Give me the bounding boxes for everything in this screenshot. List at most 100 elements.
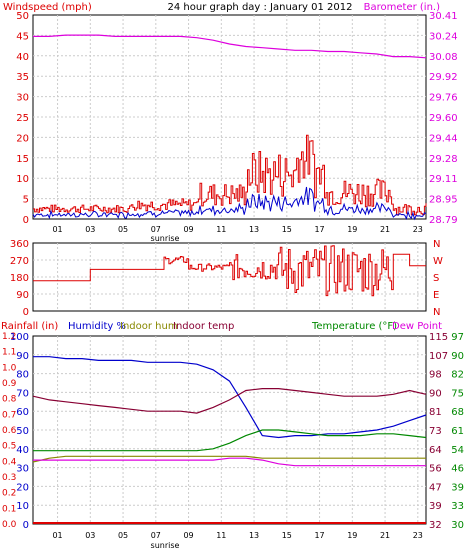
x-tick-label: 09 (183, 225, 193, 234)
wind-direction-series-line (33, 245, 426, 297)
rain-tick-label: 0.6 (2, 426, 17, 436)
barometer-tick-label: 29.28 (429, 154, 458, 165)
dewpoint-tick-label: 82 (451, 370, 464, 381)
barometer-tick-label: 28.95 (429, 195, 458, 206)
series-line (32, 455, 426, 463)
direction-tick-label: 270 (10, 256, 29, 267)
temperature-tick-label: 32 (429, 520, 442, 531)
panel1-series (32, 34, 427, 221)
series-line (33, 457, 426, 467)
humidity-tick-label: 40 (16, 445, 29, 456)
rain-tick-label: 1.1 (2, 348, 16, 358)
compass-tick-label: N (433, 307, 440, 318)
dewpoint-tick-label: 68 (451, 407, 464, 418)
rain-tick-label: 1.0 (2, 363, 17, 373)
wind-tick-label: 0 (23, 215, 29, 226)
compass-tick-label: W (433, 256, 443, 267)
wind-tick-label: 40 (16, 52, 29, 63)
temperature-tick-label: 98 (429, 370, 442, 381)
panel2-grid (33, 243, 426, 311)
rain-tick-label: 0.9 (2, 379, 17, 389)
panel1-sunrise-label: sunrise (151, 234, 180, 243)
x-tick-label: 09 (183, 531, 193, 540)
dewpoint-tick-label: 61 (451, 426, 464, 437)
barometer-tick-label: 29.11 (429, 174, 458, 185)
barometer-tick-label: 30.08 (429, 52, 458, 63)
temperature-tick-label: 107 (429, 351, 448, 362)
direction-tick-label: 90 (16, 290, 29, 301)
panel3-tick-labels: 0.0 0.1 0.2 0.3 0.4 0.5 0.6 0.7 0.8 0.9 1.0 1.1 1.2 0… (2, 332, 464, 540)
temperature-tick-label: 64 (429, 445, 442, 456)
rain-tick-label: 1.2 (2, 332, 16, 342)
compass-tick-label: N (433, 239, 440, 250)
direction-tick-label: 180 (10, 273, 29, 284)
x-tick-label: 21 (380, 225, 390, 234)
x-tick-label: 01 (52, 531, 62, 540)
rain-tick-label: 0.1 (2, 504, 16, 514)
x-tick-label: 21 (380, 531, 390, 540)
series-line (32, 388, 427, 414)
dewpoint-tick-label: 46 (451, 464, 464, 475)
humidity-tick-label: 80 (16, 370, 29, 381)
temperature-axis-label: Temperature (°F) (311, 321, 397, 332)
barometer-tick-label: 29.60 (429, 113, 458, 124)
panel1-tick-labels: 0510152025303540455028.7928.9529.1129.28… (16, 11, 457, 234)
barometer-tick-label: 29.76 (429, 93, 458, 104)
x-tick-label: 05 (118, 225, 128, 234)
humidity-tick-label: 10 (16, 501, 29, 512)
direction-tick-label: 360 (10, 239, 29, 250)
x-tick-label: 17 (314, 225, 324, 234)
temperature-tick-label: 56 (429, 464, 442, 475)
dewpoint-tick-label: 30 (451, 520, 464, 531)
humidity-axis-label: Humidity % (68, 321, 126, 332)
series-line (33, 356, 427, 439)
x-tick-label: 07 (151, 225, 161, 234)
temperature-tick-label: 90 (429, 388, 442, 399)
humidity-tick-label: 30 (16, 464, 29, 475)
dewpoint-tick-label: 97 (451, 332, 464, 343)
temperature-tick-label: 39 (429, 501, 442, 512)
wind-tick-label: 20 (16, 133, 29, 144)
rain-tick-label: 0.0 (2, 520, 17, 530)
x-tick-label: 15 (282, 225, 292, 234)
x-tick-label: 01 (52, 225, 62, 234)
panel1-grid (33, 15, 426, 219)
rain-tick-label: 0.4 (2, 457, 17, 467)
rainfall-axis-label: Rainfall (in) (1, 321, 58, 332)
humidity-tick-label: 50 (16, 426, 29, 437)
temperature-tick-label: 81 (429, 407, 442, 418)
direction-tick-label: 0 (23, 307, 29, 318)
dewpoint-tick-label: 39 (451, 482, 464, 493)
barometer-tick-label: 30.24 (429, 31, 458, 42)
wind-tick-label: 35 (16, 72, 29, 83)
wind-tick-label: 30 (16, 93, 29, 104)
barometer-series-line (33, 34, 427, 59)
dewpoint-tick-label: 33 (451, 501, 464, 512)
dewpoint-axis-label: Dew Point (392, 321, 442, 332)
x-tick-label: 11 (216, 531, 226, 540)
wind-axis-label: Windspeed (mph) (3, 2, 92, 13)
barometer-tick-label: 30.41 (429, 11, 458, 22)
barometer-tick-label: 29.92 (429, 72, 458, 83)
barometer-tick-label: 29.44 (429, 133, 458, 144)
wind-tick-label: 10 (16, 174, 29, 185)
humidity-tick-label: 0 (23, 520, 29, 531)
temperature-tick-label: 73 (429, 426, 442, 437)
x-tick-label: 07 (151, 531, 161, 540)
wind-average-series-line (32, 186, 427, 221)
barometer-axis-label: Barometer (in.) (364, 2, 440, 13)
dewpoint-tick-label: 90 (451, 351, 464, 362)
wind-tick-label: 25 (16, 113, 29, 124)
x-tick-label: 03 (85, 225, 95, 234)
x-tick-label: 13 (249, 531, 259, 540)
x-tick-label: 23 (413, 531, 423, 540)
compass-tick-label: E (433, 290, 439, 301)
rain-tick-label: 0.2 (2, 489, 16, 499)
x-tick-label: 11 (216, 225, 226, 234)
x-tick-label: 03 (85, 531, 95, 540)
x-tick-label: 17 (314, 531, 324, 540)
panel3-sunrise-label: sunrise (151, 541, 180, 550)
rain-tick-label: 0.3 (2, 473, 16, 483)
